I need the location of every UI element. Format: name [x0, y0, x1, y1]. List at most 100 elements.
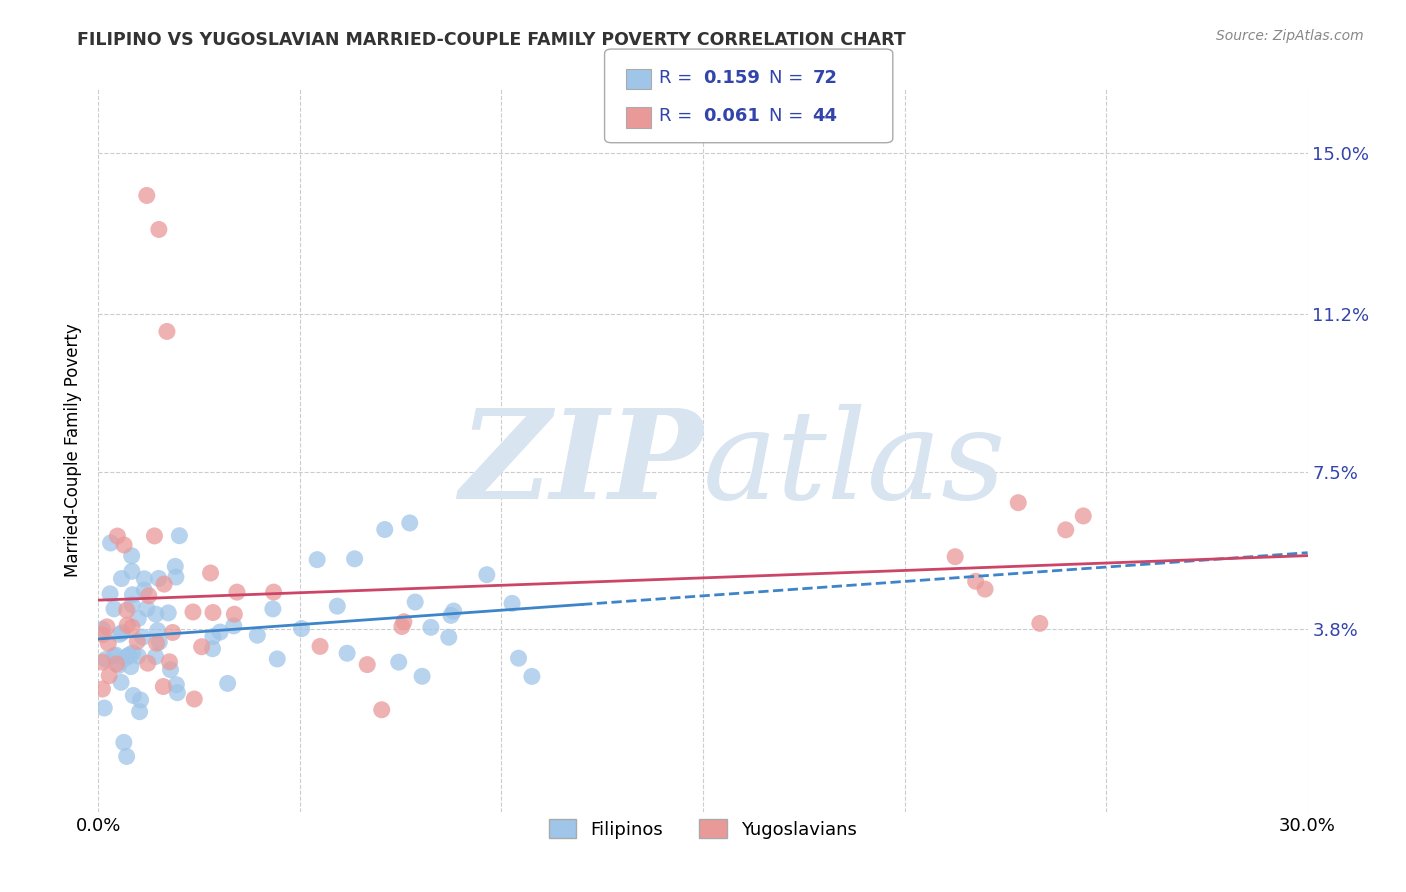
- Point: [156, 325, 179, 339]
- Point: [127, 611, 149, 625]
- Point: [108, 627, 131, 641]
- Point: [145, 649, 167, 664]
- Point: [370, 703, 392, 717]
- Point: [162, 625, 184, 640]
- Point: [127, 648, 149, 663]
- Point: [153, 577, 176, 591]
- Point: [392, 615, 415, 629]
- Point: [127, 634, 149, 648]
- Point: [114, 651, 136, 665]
- Point: [105, 657, 128, 671]
- Point: [965, 574, 987, 589]
- Point: [148, 571, 170, 585]
- Point: [508, 651, 530, 665]
- Text: atlas: atlas: [703, 404, 1007, 525]
- Point: [138, 589, 160, 603]
- Point: [165, 570, 187, 584]
- Point: [107, 529, 129, 543]
- Point: [115, 618, 138, 632]
- Point: [437, 630, 460, 644]
- Point: [121, 598, 143, 612]
- Point: [166, 686, 188, 700]
- Point: [148, 635, 170, 649]
- Point: [121, 588, 143, 602]
- Point: [121, 646, 143, 660]
- Point: [91, 628, 114, 642]
- Point: [128, 705, 150, 719]
- Point: [115, 603, 138, 617]
- Point: [520, 669, 543, 683]
- Point: [152, 680, 174, 694]
- Point: [263, 585, 285, 599]
- Point: [122, 689, 145, 703]
- Text: R =: R =: [659, 69, 699, 87]
- Text: 44: 44: [813, 107, 838, 125]
- Point: [145, 607, 167, 622]
- Point: [103, 648, 125, 663]
- Point: [121, 564, 143, 578]
- Text: N =: N =: [769, 69, 808, 87]
- Text: ZIP: ZIP: [460, 404, 703, 525]
- Point: [159, 655, 181, 669]
- Point: [134, 583, 156, 598]
- Point: [91, 655, 114, 669]
- Point: [107, 658, 129, 673]
- Point: [183, 692, 205, 706]
- Text: N =: N =: [769, 107, 808, 125]
- Point: [501, 596, 523, 610]
- Point: [118, 648, 141, 663]
- Point: [110, 675, 132, 690]
- Point: [1054, 523, 1077, 537]
- Point: [356, 657, 378, 672]
- Text: R =: R =: [659, 107, 699, 125]
- Point: [148, 222, 170, 236]
- Point: [104, 648, 127, 662]
- Point: [398, 516, 420, 530]
- Point: [209, 625, 232, 640]
- Point: [143, 529, 166, 543]
- Point: [135, 188, 157, 202]
- Point: [388, 655, 411, 669]
- Point: [159, 663, 181, 677]
- Point: [307, 552, 329, 566]
- Point: [120, 659, 142, 673]
- Point: [115, 749, 138, 764]
- Point: [391, 619, 413, 633]
- Point: [440, 608, 463, 623]
- Text: 72: 72: [813, 69, 838, 87]
- Y-axis label: Married-Couple Family Poverty: Married-Couple Family Poverty: [65, 324, 83, 577]
- Text: 0.159: 0.159: [703, 69, 759, 87]
- Point: [121, 620, 143, 634]
- Point: [336, 646, 359, 660]
- Point: [98, 668, 121, 682]
- Point: [343, 551, 366, 566]
- Text: Source: ZipAtlas.com: Source: ZipAtlas.com: [1216, 29, 1364, 43]
- Point: [93, 701, 115, 715]
- Point: [100, 536, 122, 550]
- Point: [411, 669, 433, 683]
- Point: [291, 622, 314, 636]
- Point: [96, 620, 118, 634]
- Point: [200, 566, 222, 580]
- Point: [110, 572, 132, 586]
- Point: [165, 559, 187, 574]
- Point: [91, 681, 114, 696]
- Point: [136, 657, 159, 671]
- Point: [374, 523, 396, 537]
- Text: FILIPINO VS YUGOSLAVIAN MARRIED-COUPLE FAMILY POVERTY CORRELATION CHART: FILIPINO VS YUGOSLAVIAN MARRIED-COUPLE F…: [77, 31, 905, 49]
- Point: [201, 630, 224, 644]
- Point: [169, 529, 191, 543]
- Point: [165, 678, 187, 692]
- Point: [121, 549, 143, 563]
- Point: [94, 652, 117, 666]
- Point: [443, 604, 465, 618]
- Point: [181, 605, 204, 619]
- Point: [190, 640, 212, 654]
- Point: [157, 606, 180, 620]
- Point: [404, 595, 426, 609]
- Point: [309, 640, 332, 654]
- Point: [135, 601, 157, 615]
- Point: [1071, 508, 1094, 523]
- Point: [1029, 616, 1052, 631]
- Point: [266, 652, 288, 666]
